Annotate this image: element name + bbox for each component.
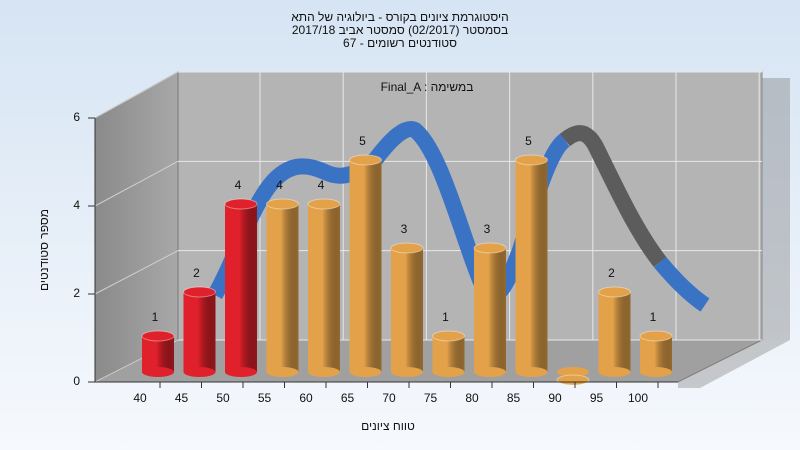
bar-base bbox=[266, 367, 299, 377]
data-label: 1 bbox=[650, 310, 657, 324]
data-label: 5 bbox=[359, 134, 366, 148]
grid-line bbox=[94, 71, 179, 119]
floor-shadow bbox=[678, 340, 790, 388]
bar-base bbox=[349, 367, 382, 377]
x-tick-label: 95 bbox=[590, 391, 604, 405]
x-tick-label: 50 bbox=[216, 391, 230, 405]
bar-shade bbox=[598, 292, 631, 372]
x-tick-label: 80 bbox=[465, 391, 479, 405]
bar-base bbox=[598, 367, 631, 377]
bar-base bbox=[515, 367, 548, 377]
data-label: 3 bbox=[484, 222, 491, 236]
data-label: 4 bbox=[318, 178, 325, 192]
bar-top bbox=[390, 242, 424, 254]
x-tick-label: 55 bbox=[258, 391, 272, 405]
x-tick-label: 70 bbox=[382, 391, 396, 405]
bar-group: 3 bbox=[473, 222, 507, 377]
bar-top bbox=[515, 154, 548, 166]
bar-group: 5 bbox=[515, 134, 548, 377]
x-tick-label: 40 bbox=[133, 391, 147, 405]
bar-shade bbox=[432, 336, 465, 372]
x-tick-label: 45 bbox=[175, 391, 189, 405]
y-tick-label: 4 bbox=[73, 198, 80, 212]
bar-group: 1 bbox=[639, 310, 673, 377]
bar-shade bbox=[266, 204, 299, 372]
x-axis-label: טווח ציונים bbox=[361, 419, 415, 433]
x-tick-label: 85 bbox=[507, 391, 521, 405]
bar-top bbox=[432, 330, 465, 342]
bar-top bbox=[266, 198, 299, 210]
bar-base bbox=[183, 367, 216, 377]
bar-base bbox=[432, 367, 465, 377]
data-label: 1 bbox=[442, 310, 449, 324]
bar-shade bbox=[391, 248, 423, 372]
bar-top bbox=[473, 242, 507, 254]
bar-shade bbox=[515, 160, 548, 372]
bar-base bbox=[308, 367, 340, 377]
bar-shade bbox=[349, 160, 382, 372]
data-label: 2 bbox=[608, 266, 615, 280]
bar-group: 2 bbox=[598, 266, 631, 377]
data-label: 2 bbox=[193, 266, 200, 280]
bar-top bbox=[224, 198, 258, 210]
data-label: 1 bbox=[152, 310, 159, 324]
bar-group: 4 bbox=[266, 178, 299, 377]
grid-line bbox=[94, 250, 179, 295]
bar-group: 1 bbox=[432, 310, 465, 377]
x-tick-label: 65 bbox=[341, 391, 355, 405]
grid-line bbox=[94, 160, 179, 207]
bar-group: 4 bbox=[307, 178, 341, 377]
bar-group: 2 bbox=[183, 266, 216, 377]
bar-shade bbox=[225, 204, 257, 372]
x-tick-label: 90 bbox=[548, 391, 562, 405]
bar-shade bbox=[474, 248, 506, 372]
bar-top bbox=[556, 374, 590, 386]
chart-title: בסמסטר (02/2017) סמסטר אביב 2017/18 bbox=[292, 23, 508, 37]
y-tick-label: 0 bbox=[73, 374, 80, 388]
chart-title: סטודנטים רשומים - 67 bbox=[343, 36, 457, 50]
bar-base bbox=[474, 367, 506, 377]
annotation: Final_A : במשימה bbox=[381, 80, 474, 94]
data-label: 4 bbox=[276, 178, 283, 192]
x-tick-label: 60 bbox=[299, 391, 313, 405]
bar-base bbox=[391, 367, 423, 377]
bar-top bbox=[639, 330, 673, 342]
bar-shade bbox=[640, 336, 672, 372]
bar-top bbox=[349, 154, 382, 166]
bar-group: 4 bbox=[224, 178, 258, 377]
bar-group: 5 bbox=[349, 134, 382, 377]
x-tick-label: 75 bbox=[424, 391, 438, 405]
y-tick-label: 2 bbox=[73, 286, 80, 300]
bar-group: 1 bbox=[141, 310, 175, 377]
trend-ribbon bbox=[653, 256, 710, 312]
bars: 1 2 4 4 4 5 3 1 3 5 2 1 bbox=[141, 134, 673, 386]
y-axis-label: מספר סטודנטים bbox=[37, 209, 51, 291]
bar-base bbox=[142, 367, 174, 377]
bar-group: 3 bbox=[390, 222, 424, 377]
chart-title: היסטוגרמת ציונים בקורס - ביולוגיה של התא bbox=[291, 10, 508, 24]
bar-base bbox=[557, 367, 589, 377]
bar-base bbox=[225, 367, 257, 377]
x-tick-label: 100 bbox=[628, 391, 648, 405]
bar-top bbox=[183, 286, 216, 298]
data-label: 4 bbox=[235, 178, 242, 192]
y-tick-label: 6 bbox=[73, 110, 80, 124]
bar-shade bbox=[183, 292, 216, 372]
bar-top bbox=[307, 198, 341, 210]
bar-top bbox=[598, 286, 631, 298]
bar-base bbox=[640, 367, 672, 377]
bar-shade bbox=[308, 204, 340, 372]
trend-ribbon bbox=[560, 125, 667, 267]
data-label: 3 bbox=[401, 222, 408, 236]
bar-shade bbox=[142, 336, 174, 372]
data-label: 5 bbox=[525, 134, 532, 148]
bar-top bbox=[141, 330, 175, 342]
